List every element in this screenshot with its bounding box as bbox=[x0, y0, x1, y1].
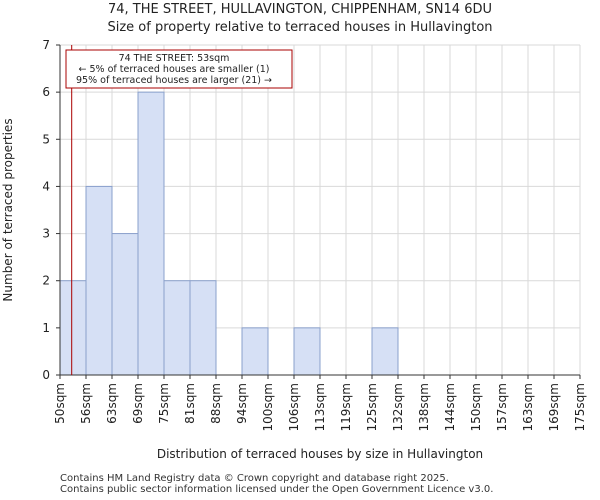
x-tick-label: 56sqm bbox=[79, 383, 93, 424]
x-tick-label: 119sqm bbox=[339, 383, 353, 431]
x-tick-label: 175sqm bbox=[573, 383, 587, 431]
x-tick-label: 88sqm bbox=[209, 383, 223, 424]
x-tick-label: 132sqm bbox=[391, 383, 405, 431]
y-tick-label: 3 bbox=[42, 227, 50, 241]
y-tick-label: 7 bbox=[42, 38, 50, 52]
histogram-bar bbox=[137, 91, 165, 376]
y-tick-label: 1 bbox=[42, 321, 50, 335]
x-axis-label: Distribution of terraced houses by size … bbox=[157, 447, 483, 461]
histogram-bar bbox=[111, 233, 139, 376]
histogram-bar bbox=[85, 185, 113, 376]
annotation-box bbox=[65, 49, 293, 89]
y-tick-label: 0 bbox=[42, 368, 50, 382]
chart-title-address: 74, THE STREET, HULLAVINGTON, CHIPPENHAM… bbox=[108, 2, 492, 17]
x-tick-label: 81sqm bbox=[183, 383, 197, 424]
y-tick-label: 2 bbox=[42, 274, 50, 288]
x-tick-label: 150sqm bbox=[469, 383, 483, 431]
x-tick-label: 69sqm bbox=[131, 383, 145, 424]
histogram-bar bbox=[163, 280, 191, 376]
annotation-text: 74 THE STREET: 53sqm bbox=[119, 53, 230, 64]
x-tick-label: 113sqm bbox=[313, 383, 327, 431]
x-tick-label: 100sqm bbox=[261, 383, 275, 431]
histogram-bar bbox=[189, 280, 217, 376]
x-tick-label: 125sqm bbox=[365, 383, 379, 431]
y-tick-label: 5 bbox=[42, 132, 50, 146]
annotation-text: 95% of terraced houses are larger (21) → bbox=[76, 75, 272, 86]
x-tick-label: 94sqm bbox=[235, 383, 249, 424]
y-axis-label: Number of terraced properties bbox=[1, 118, 15, 301]
x-tick-label: 157sqm bbox=[495, 383, 509, 431]
histogram-bar bbox=[293, 327, 321, 376]
histogram-bar bbox=[241, 327, 269, 376]
x-tick-label: 144sqm bbox=[443, 383, 457, 431]
y-tick-label: 4 bbox=[42, 179, 50, 193]
x-tick-label: 163sqm bbox=[521, 383, 535, 431]
annotation-text: ← 5% of terraced houses are smaller (1) bbox=[79, 64, 270, 75]
histogram-chart: 0 1 2 3 4 5 6 7 50sqm 56sqm 63sqm 69sqm 75sqm 81sqm 88… bbox=[1, 38, 587, 461]
histogram-bar bbox=[59, 280, 87, 376]
y-tick-label: 6 bbox=[42, 85, 50, 99]
x-tick-label: 75sqm bbox=[157, 383, 171, 424]
chart-title: Size of property relative to terraced ho… bbox=[107, 20, 493, 35]
histogram-bar bbox=[371, 327, 399, 376]
x-tick-label: 63sqm bbox=[105, 383, 119, 424]
x-tick-label: 106sqm bbox=[287, 383, 301, 431]
footer-licence: Contains public sector information licen… bbox=[60, 484, 494, 495]
x-tick-label: 50sqm bbox=[53, 383, 67, 424]
footer-copyright: Contains HM Land Registry data © Crown c… bbox=[60, 473, 449, 484]
x-tick-label: 169sqm bbox=[547, 383, 561, 431]
x-tick-label: 138sqm bbox=[417, 383, 431, 431]
